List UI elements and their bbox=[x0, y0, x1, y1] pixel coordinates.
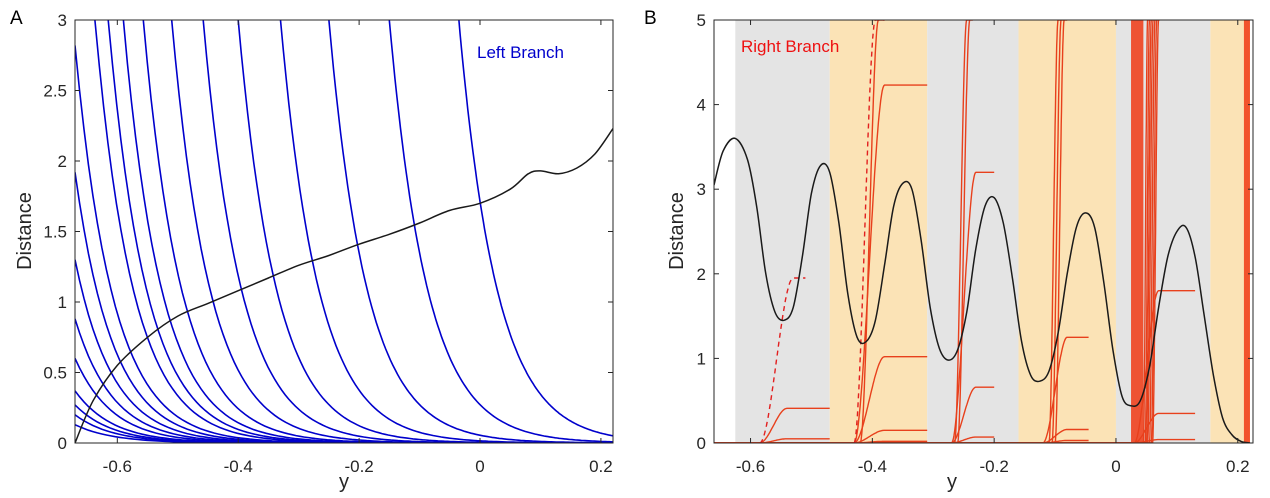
panel-a-y-tick-label: 1.5 bbox=[43, 223, 67, 242]
panel-b-axes-box bbox=[713, 19, 1254, 444]
right-branch-series-7 bbox=[714, 20, 885, 443]
dense-curve-region-1 bbox=[1131, 20, 1144, 443]
left-branch-series-4 bbox=[75, 390, 613, 443]
panel-b-x-axis-label: y bbox=[947, 471, 957, 493]
panel-a: A -0.6 -0.4 -0.2 0 0.2 0 0.5 1 1.5 2 2.5 3 Left Bra… bbox=[10, 8, 614, 493]
right-branch-series-4 bbox=[714, 356, 928, 443]
background-band-tan-6 bbox=[1210, 20, 1250, 443]
panel-a-x-tick-label: -0.2 bbox=[344, 457, 373, 476]
panel-a-letter: A bbox=[10, 8, 23, 29]
left-branch-series-16 bbox=[237, 20, 613, 443]
panel-b-y-tick-label: 1 bbox=[697, 349, 706, 368]
panel-a-x-tick-label: -0.6 bbox=[103, 457, 132, 476]
panel-b-y-tick-label: 0 bbox=[697, 434, 706, 453]
reference-curve-a bbox=[75, 128, 613, 443]
background-band-gray-5 bbox=[1115, 20, 1211, 443]
right-branch-series-3 bbox=[714, 84, 928, 443]
panel-a-y-tick-label: 0.5 bbox=[43, 364, 67, 383]
left-branch-series-13 bbox=[142, 20, 613, 443]
panel-a-x-tick-label: -0.4 bbox=[224, 457, 253, 476]
panel-b-ticks: -0.6 -0.4 -0.2 0 0.2 0 1 2 3 4 5 bbox=[697, 11, 1253, 476]
right-branch-series-28 bbox=[714, 20, 1160, 443]
panel-b-x-tick-label: -0.2 bbox=[980, 457, 1009, 476]
left-branch-series-11 bbox=[107, 20, 613, 443]
panel-a-y-tick-label: 1 bbox=[58, 293, 67, 312]
panel-b-y-tick-label: 2 bbox=[697, 265, 706, 284]
left-branch-series-14 bbox=[170, 20, 613, 443]
panel-a-y-tick-label: 0 bbox=[58, 434, 67, 453]
reference-curve-b bbox=[714, 137, 1251, 443]
panel-a-y-axis-label: Distance bbox=[14, 192, 36, 270]
panel-a-plot-area bbox=[75, 20, 613, 443]
panel-a-x-axis-label: y bbox=[339, 471, 349, 493]
left-branch-series-1 bbox=[75, 423, 613, 443]
left-branch-series-18 bbox=[328, 20, 613, 443]
panel-b-y-tick-label: 3 bbox=[697, 180, 706, 199]
right-branch-series-13 bbox=[714, 336, 1089, 443]
right-branch-series-24 bbox=[714, 20, 1153, 443]
right-branch-dashed-series-2 bbox=[853, 20, 885, 443]
right-branch-series-25 bbox=[714, 20, 1155, 443]
right-branch-series-22 bbox=[714, 20, 1149, 443]
panel-b-plot-area bbox=[714, 20, 1251, 443]
panel-b-annotation: Right Branch bbox=[741, 37, 839, 56]
panel-a-ticks: -0.6 -0.4 -0.2 0 0.2 0 0.5 1 1.5 2 2.5 3 bbox=[43, 11, 613, 476]
panel-a-axes-box bbox=[74, 19, 614, 444]
right-branch-series-16 bbox=[714, 20, 1062, 443]
panel-a-x-tick-label: 0 bbox=[475, 457, 484, 476]
background-band-gray-3 bbox=[927, 20, 1019, 443]
left-branch-series-8 bbox=[75, 172, 613, 443]
panel-a-y-tick-label: 2 bbox=[58, 152, 67, 171]
panel-a-y-tick-label: 2.5 bbox=[43, 82, 67, 101]
right-branch-series-17 bbox=[714, 20, 1065, 443]
left-branch-series-19 bbox=[388, 20, 613, 443]
right-branch-series-8 bbox=[714, 171, 995, 443]
right-branch-series-27 bbox=[714, 20, 1158, 443]
dense-curve-region-2 bbox=[1243, 20, 1250, 443]
background-band-tan-2 bbox=[829, 20, 928, 443]
panel-b-y-tick-label: 5 bbox=[697, 11, 706, 30]
right-branch-series-12 bbox=[714, 20, 973, 443]
panel-a-y-tick-label: 3 bbox=[58, 11, 67, 30]
panel-a-x-tick-label: 0.2 bbox=[589, 457, 613, 476]
panel-b-y-tick-label: 4 bbox=[697, 96, 706, 115]
panel-b-x-tick-label: -0.4 bbox=[858, 457, 887, 476]
panel-a-annotation: Left Branch bbox=[477, 43, 564, 62]
right-branch-series-1 bbox=[714, 407, 830, 443]
right-branch-series-11 bbox=[714, 20, 970, 443]
right-branch-series-23 bbox=[714, 20, 1151, 443]
right-branch-series-26 bbox=[714, 20, 1157, 443]
panel-b-x-tick-label: 0.2 bbox=[1226, 457, 1250, 476]
left-branch-series-5 bbox=[75, 358, 613, 443]
left-branch-series-17 bbox=[279, 20, 613, 443]
panel-b-letter: B bbox=[644, 8, 657, 29]
left-branch-series-10 bbox=[94, 20, 613, 443]
left-branch-series-12 bbox=[122, 20, 613, 443]
background-band-tan-4 bbox=[1018, 20, 1116, 443]
right-branch-series-18 bbox=[714, 20, 1068, 443]
panel-b-y-axis-label: Distance bbox=[666, 192, 688, 270]
left-branch-series-7 bbox=[75, 259, 613, 443]
panel-b-x-tick-label: 0 bbox=[1111, 457, 1120, 476]
left-branch-series-3 bbox=[75, 404, 613, 443]
left-branch-series-2 bbox=[75, 414, 613, 443]
left-branch-series-20 bbox=[458, 20, 613, 437]
background-band-gray-1 bbox=[735, 20, 830, 443]
panel-b-x-tick-label: -0.6 bbox=[736, 457, 765, 476]
